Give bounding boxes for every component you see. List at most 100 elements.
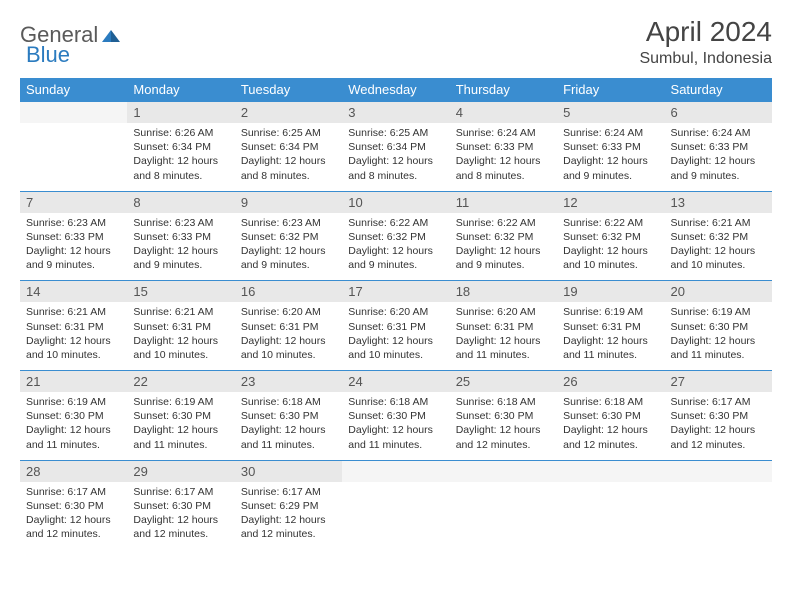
day-number-cell: 17 <box>342 281 449 303</box>
day-number-cell: 16 <box>235 281 342 303</box>
sunrise-line: Sunrise: 6:21 AM <box>26 305 121 319</box>
day-data-cell: Sunrise: 6:21 AMSunset: 6:31 PMDaylight:… <box>20 302 127 370</box>
sunset-line: Sunset: 6:30 PM <box>26 499 121 513</box>
sunset-line: Sunset: 6:32 PM <box>348 230 443 244</box>
daylight-line: Daylight: 12 hours and 9 minutes. <box>26 244 121 272</box>
day-data-cell: Sunrise: 6:24 AMSunset: 6:33 PMDaylight:… <box>557 123 664 191</box>
dow-header: Tuesday <box>235 78 342 102</box>
day-data-cell: Sunrise: 6:19 AMSunset: 6:30 PMDaylight:… <box>665 302 772 370</box>
sunrise-line: Sunrise: 6:24 AM <box>671 126 766 140</box>
day-number-cell: 18 <box>450 281 557 303</box>
day-number-cell: 26 <box>557 371 664 393</box>
dow-header: Wednesday <box>342 78 449 102</box>
sunset-line: Sunset: 6:31 PM <box>563 320 658 334</box>
sunrise-line: Sunrise: 6:17 AM <box>241 485 336 499</box>
sunrise-line: Sunrise: 6:21 AM <box>133 305 228 319</box>
day-number-cell: 12 <box>557 191 664 213</box>
logo-text-blue: Blue <box>26 42 70 67</box>
day-number-cell: 29 <box>127 460 234 482</box>
calendar-table: SundayMondayTuesdayWednesdayThursdayFrid… <box>20 78 772 549</box>
day-number-cell: 23 <box>235 371 342 393</box>
sunset-line: Sunset: 6:33 PM <box>563 140 658 154</box>
day-data-cell: Sunrise: 6:25 AMSunset: 6:34 PMDaylight:… <box>342 123 449 191</box>
daylight-line: Daylight: 12 hours and 11 minutes. <box>26 423 121 451</box>
daylight-line: Daylight: 12 hours and 9 minutes. <box>133 244 228 272</box>
daylight-line: Daylight: 12 hours and 12 minutes. <box>133 513 228 541</box>
daylight-line: Daylight: 12 hours and 12 minutes. <box>671 423 766 451</box>
sunset-line: Sunset: 6:34 PM <box>133 140 228 154</box>
sunset-line: Sunset: 6:32 PM <box>456 230 551 244</box>
sunrise-line: Sunrise: 6:19 AM <box>133 395 228 409</box>
sunrise-line: Sunrise: 6:23 AM <box>133 216 228 230</box>
day-number-cell: 20 <box>665 281 772 303</box>
day-number-cell: 11 <box>450 191 557 213</box>
sunset-line: Sunset: 6:31 PM <box>241 320 336 334</box>
sunset-line: Sunset: 6:30 PM <box>456 409 551 423</box>
daylight-line: Daylight: 12 hours and 11 minutes. <box>671 334 766 362</box>
sunrise-line: Sunrise: 6:22 AM <box>456 216 551 230</box>
sunset-line: Sunset: 6:30 PM <box>133 409 228 423</box>
sunset-line: Sunset: 6:31 PM <box>456 320 551 334</box>
daylight-line: Daylight: 12 hours and 12 minutes. <box>26 513 121 541</box>
sunrise-line: Sunrise: 6:19 AM <box>671 305 766 319</box>
day-number-row: 14151617181920 <box>20 281 772 303</box>
daylight-line: Daylight: 12 hours and 11 minutes. <box>348 423 443 451</box>
sunset-line: Sunset: 6:30 PM <box>26 409 121 423</box>
sunrise-line: Sunrise: 6:18 AM <box>563 395 658 409</box>
header: General April 2024 Sumbul, Indonesia <box>20 16 772 68</box>
day-data-cell: Sunrise: 6:23 AMSunset: 6:33 PMDaylight:… <box>20 213 127 281</box>
day-number-cell <box>20 102 127 124</box>
daylight-line: Daylight: 12 hours and 9 minutes. <box>563 154 658 182</box>
day-data-cell: Sunrise: 6:21 AMSunset: 6:32 PMDaylight:… <box>665 213 772 281</box>
day-data-cell <box>665 482 772 550</box>
day-number-cell: 15 <box>127 281 234 303</box>
daylight-line: Daylight: 12 hours and 10 minutes. <box>241 334 336 362</box>
sunset-line: Sunset: 6:32 PM <box>241 230 336 244</box>
sunrise-line: Sunrise: 6:20 AM <box>348 305 443 319</box>
sunrise-line: Sunrise: 6:17 AM <box>671 395 766 409</box>
sunset-line: Sunset: 6:32 PM <box>671 230 766 244</box>
day-number-cell: 5 <box>557 102 664 124</box>
sunset-line: Sunset: 6:33 PM <box>133 230 228 244</box>
daylight-line: Daylight: 12 hours and 10 minutes. <box>671 244 766 272</box>
day-data-cell: Sunrise: 6:20 AMSunset: 6:31 PMDaylight:… <box>342 302 449 370</box>
day-data-cell: Sunrise: 6:17 AMSunset: 6:30 PMDaylight:… <box>665 392 772 460</box>
sunrise-line: Sunrise: 6:20 AM <box>241 305 336 319</box>
day-data-cell: Sunrise: 6:19 AMSunset: 6:30 PMDaylight:… <box>20 392 127 460</box>
sunset-line: Sunset: 6:30 PM <box>563 409 658 423</box>
daylight-line: Daylight: 12 hours and 12 minutes. <box>241 513 336 541</box>
day-number-cell: 19 <box>557 281 664 303</box>
day-data-cell: Sunrise: 6:17 AMSunset: 6:30 PMDaylight:… <box>127 482 234 550</box>
day-number-cell: 14 <box>20 281 127 303</box>
day-data-cell: Sunrise: 6:17 AMSunset: 6:30 PMDaylight:… <box>20 482 127 550</box>
sunset-line: Sunset: 6:33 PM <box>26 230 121 244</box>
day-data-row: Sunrise: 6:21 AMSunset: 6:31 PMDaylight:… <box>20 302 772 370</box>
dow-header: Sunday <box>20 78 127 102</box>
day-data-cell: Sunrise: 6:24 AMSunset: 6:33 PMDaylight:… <box>665 123 772 191</box>
daylight-line: Daylight: 12 hours and 11 minutes. <box>133 423 228 451</box>
day-number-cell: 22 <box>127 371 234 393</box>
day-data-cell: Sunrise: 6:17 AMSunset: 6:29 PMDaylight:… <box>235 482 342 550</box>
day-data-cell <box>342 482 449 550</box>
sunrise-line: Sunrise: 6:18 AM <box>348 395 443 409</box>
day-data-cell: Sunrise: 6:22 AMSunset: 6:32 PMDaylight:… <box>450 213 557 281</box>
day-data-cell: Sunrise: 6:23 AMSunset: 6:32 PMDaylight:… <box>235 213 342 281</box>
day-data-cell: Sunrise: 6:21 AMSunset: 6:31 PMDaylight:… <box>127 302 234 370</box>
day-data-cell: Sunrise: 6:18 AMSunset: 6:30 PMDaylight:… <box>450 392 557 460</box>
sunrise-line: Sunrise: 6:25 AM <box>241 126 336 140</box>
sunset-line: Sunset: 6:30 PM <box>241 409 336 423</box>
day-number-row: 282930 <box>20 460 772 482</box>
day-number-row: 123456 <box>20 102 772 124</box>
day-data-cell: Sunrise: 6:18 AMSunset: 6:30 PMDaylight:… <box>342 392 449 460</box>
day-data-cell: Sunrise: 6:18 AMSunset: 6:30 PMDaylight:… <box>557 392 664 460</box>
day-number-cell <box>665 460 772 482</box>
sunset-line: Sunset: 6:30 PM <box>133 499 228 513</box>
day-number-cell: 4 <box>450 102 557 124</box>
day-data-cell: Sunrise: 6:19 AMSunset: 6:30 PMDaylight:… <box>127 392 234 460</box>
sunset-line: Sunset: 6:31 PM <box>26 320 121 334</box>
sunrise-line: Sunrise: 6:24 AM <box>563 126 658 140</box>
day-data-cell: Sunrise: 6:23 AMSunset: 6:33 PMDaylight:… <box>127 213 234 281</box>
day-data-row: Sunrise: 6:19 AMSunset: 6:30 PMDaylight:… <box>20 392 772 460</box>
logo-line2: Blue <box>26 42 70 68</box>
dow-header: Friday <box>557 78 664 102</box>
